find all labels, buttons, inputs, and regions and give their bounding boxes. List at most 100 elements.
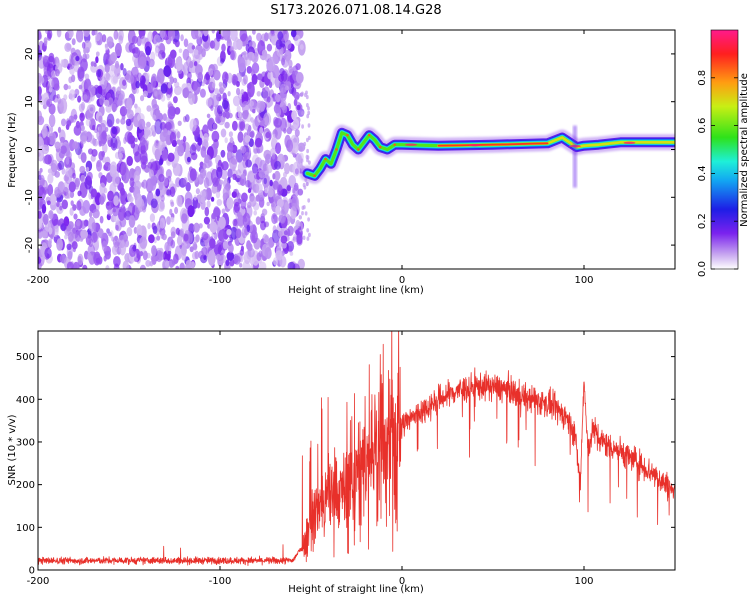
noise-speckle	[292, 185, 300, 197]
noise-speckle	[243, 74, 248, 85]
noise-speckle	[266, 201, 270, 207]
noise-speckle	[286, 139, 293, 153]
noise-speckle	[228, 131, 233, 138]
noise-speckle	[83, 47, 87, 55]
ridge-hotspot	[393, 143, 396, 146]
noise-speckle	[220, 58, 225, 64]
noise-speckle	[101, 240, 107, 252]
noise-speckle	[144, 129, 150, 137]
noise-speckle	[160, 83, 168, 94]
noise-speckle	[285, 39, 292, 50]
noise-speckle	[256, 252, 262, 262]
noise-speckle	[272, 229, 280, 244]
noise-speckle	[189, 118, 197, 132]
noise-speckle	[301, 211, 304, 216]
spectrogram-y-tick-label: 10	[24, 95, 35, 108]
noise-speckle	[287, 261, 296, 269]
snr-series-line	[38, 331, 675, 566]
noise-speckle	[114, 42, 122, 57]
noise-speckle	[99, 215, 104, 224]
noise-speckle	[209, 238, 216, 249]
noise-speckle	[180, 34, 184, 42]
noise-speckle	[250, 117, 254, 123]
noise-speckle	[240, 89, 245, 95]
noise-speckle	[247, 81, 255, 98]
colorbar-tick-label: 0.2	[697, 213, 708, 229]
noise-speckle	[237, 214, 245, 227]
noise-speckle	[146, 121, 151, 128]
noise-speckle	[194, 250, 200, 260]
noise-speckle	[219, 179, 224, 185]
noise-speckle	[181, 245, 187, 256]
noise-speckle	[84, 53, 90, 60]
noise-speckle	[299, 44, 304, 50]
noise-speckle	[105, 265, 110, 269]
snr-x-axis-label: Height of straight line (km)	[288, 584, 424, 595]
noise-speckle	[128, 215, 136, 228]
noise-speckle	[93, 62, 97, 67]
noise-speckle	[57, 96, 62, 105]
noise-speckle	[66, 243, 72, 250]
noise-speckle	[222, 111, 227, 118]
colorbar-tick-label: 0.6	[697, 118, 708, 134]
noise-speckle	[307, 217, 310, 222]
noise-speckle	[65, 167, 73, 178]
noise-speckle	[222, 197, 227, 206]
noise-speckle	[158, 50, 166, 60]
noise-speckle	[39, 246, 47, 261]
noise-speckle	[150, 254, 157, 262]
noise-speckle	[115, 118, 120, 124]
noise-speckle	[296, 104, 301, 111]
noise-speckle	[255, 100, 264, 114]
noise-speckle	[165, 121, 172, 131]
snr-y-tick-label: 400	[16, 395, 35, 406]
noise-speckle	[113, 30, 119, 40]
noise-speckle	[71, 241, 78, 250]
noise-speckle	[301, 91, 304, 96]
noise-speckle	[204, 154, 210, 164]
noise-speckle	[48, 210, 54, 220]
noise-speckle	[167, 250, 172, 255]
noise-speckle	[150, 76, 157, 88]
snr-x-tick-label: 0	[399, 576, 405, 587]
noise-speckle	[41, 126, 48, 138]
noise-speckle	[187, 42, 195, 54]
noise-speckle	[212, 177, 219, 188]
noise-speckle	[142, 90, 148, 98]
noise-speckle	[147, 31, 153, 43]
noise-speckle	[182, 87, 190, 99]
noise-speckle	[89, 134, 95, 144]
noise-speckle	[299, 162, 303, 169]
noise-speckle	[73, 213, 78, 220]
noise-speckle	[148, 234, 155, 244]
noise-speckle	[152, 130, 156, 137]
noise-speckle	[120, 187, 125, 196]
noise-speckle	[195, 188, 200, 195]
noise-speckle	[205, 98, 213, 107]
noise-speckle	[264, 235, 270, 242]
noise-speckle	[120, 62, 124, 71]
noise-speckle	[230, 155, 239, 165]
noise-speckle	[110, 64, 116, 72]
noise-speckle	[268, 56, 276, 72]
noise-speckle	[43, 213, 49, 225]
noise-speckle	[59, 205, 63, 211]
noise-speckle	[157, 201, 165, 212]
noise-speckle	[169, 131, 176, 144]
noise-speckle	[162, 128, 168, 138]
noise-speckle	[103, 161, 112, 172]
noise-speckle	[207, 250, 216, 266]
noise-speckle	[307, 110, 311, 116]
noise-speckle	[56, 201, 60, 208]
noise-speckle	[166, 94, 171, 101]
noise-speckle	[154, 119, 163, 135]
noise-speckle	[157, 140, 166, 152]
noise-speckle	[163, 65, 172, 77]
noise-speckle	[49, 125, 54, 133]
noise-speckle	[265, 131, 271, 139]
noise-speckle	[99, 182, 106, 195]
noise-speckle	[175, 227, 181, 235]
noise-speckle	[266, 164, 273, 174]
noise-speckle	[252, 163, 259, 174]
